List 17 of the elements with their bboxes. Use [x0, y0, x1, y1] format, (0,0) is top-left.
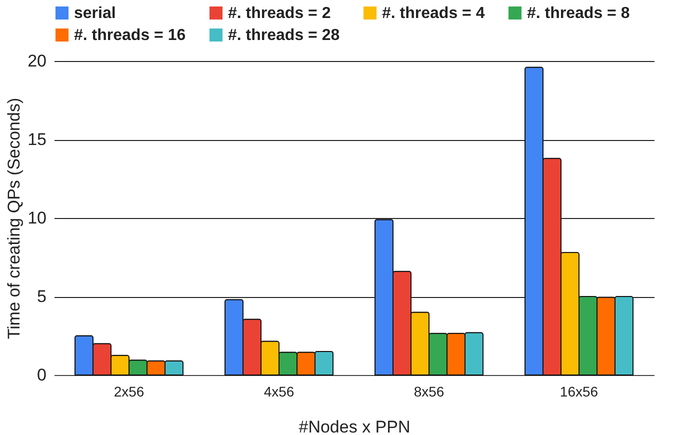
x-tick-label: 4x56 [264, 384, 294, 400]
y-tick-label: 20 [28, 52, 46, 70]
x-tick-label: 2x56 [114, 384, 144, 400]
x-tick-label: 16x56 [560, 384, 598, 400]
legend-label: #. threads = 16 [74, 27, 186, 44]
legend-label: #. threads = 28 [228, 27, 340, 44]
x-axis-title: #Nodes x PPN [298, 418, 410, 435]
y-tick-label: 5 [37, 287, 46, 306]
legend-label: #. threads = 4 [382, 5, 485, 22]
x-tick-label: 8x56 [414, 384, 444, 400]
y-tick-label: 0 [37, 366, 46, 384]
y-axis-title: Time of creating QPs (Seconds) [4, 98, 24, 340]
y-tick-label: 15 [28, 130, 46, 149]
legend-label: #. threads = 2 [228, 5, 331, 22]
y-tick-label: 10 [28, 208, 46, 228]
legend-label: serial [74, 5, 116, 22]
legend-label: #. threads = 8 [527, 5, 630, 22]
